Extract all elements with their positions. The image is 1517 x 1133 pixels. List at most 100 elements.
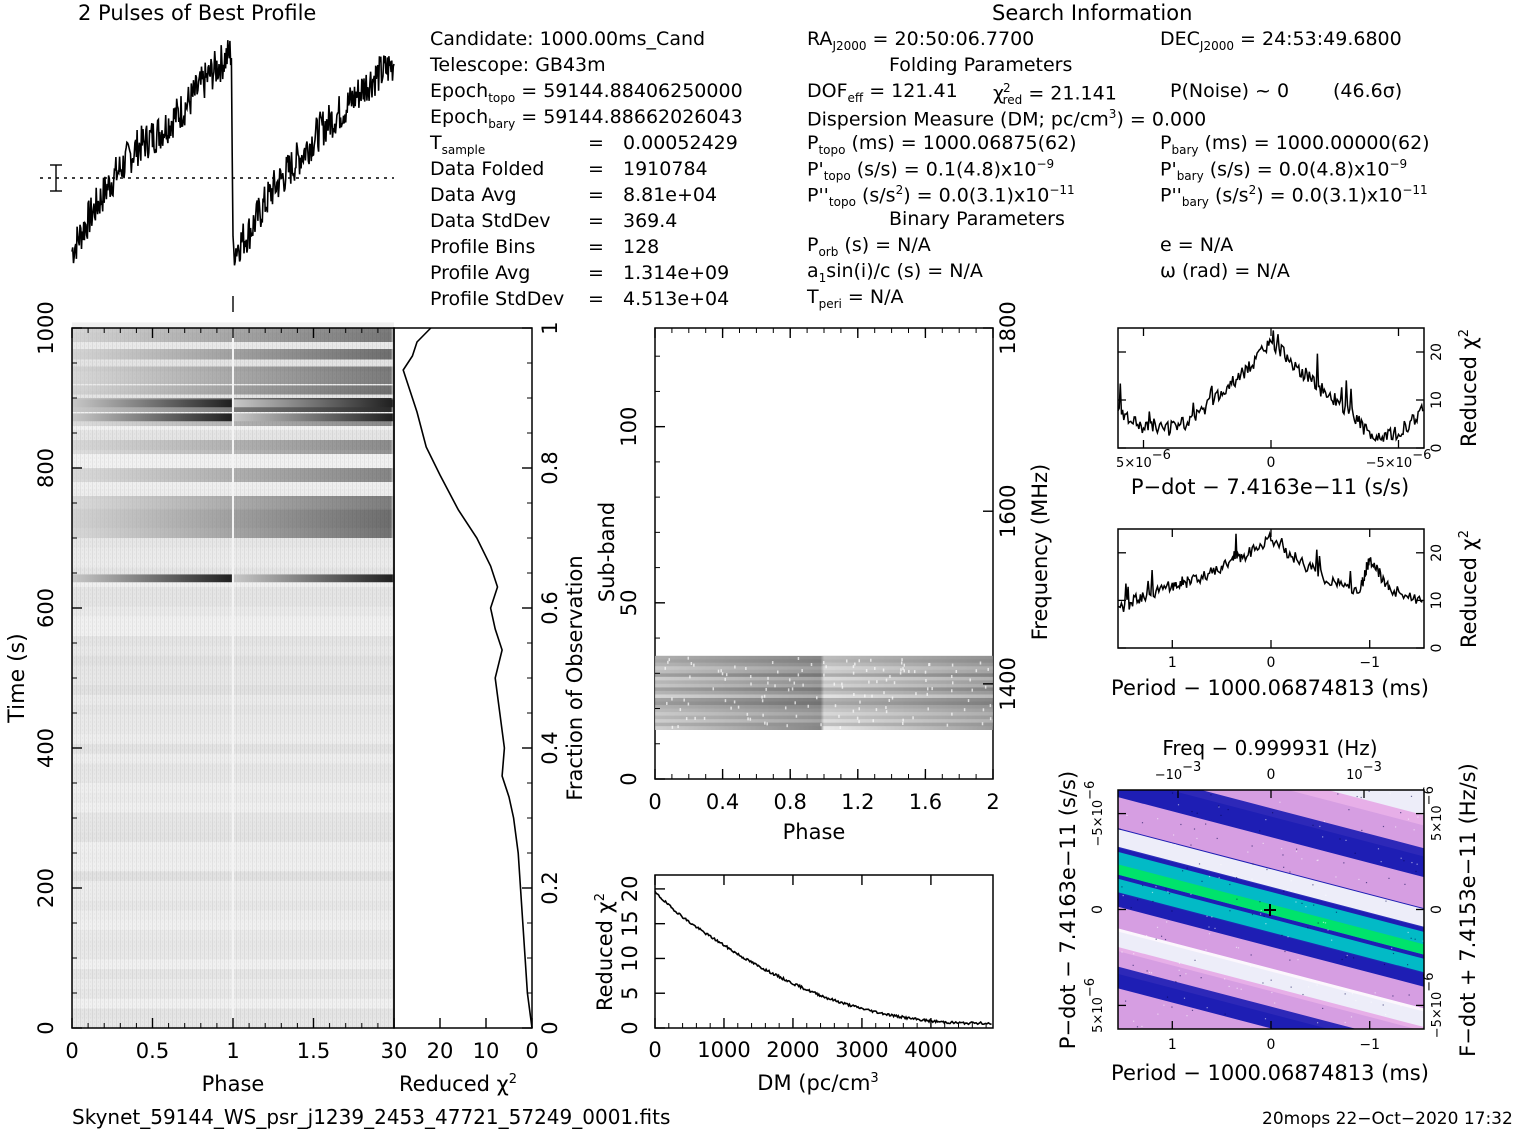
p-pdot-noise (1382, 825, 1385, 828)
subband-noise (925, 679, 927, 683)
tick-label: 5×10−6 (1083, 978, 1106, 1033)
p-pdot-noise (1312, 824, 1314, 826)
stat-equals: = (588, 262, 604, 284)
p-pdot-noise (1151, 891, 1154, 894)
subband-noise (875, 708, 878, 712)
subband-noise (683, 698, 685, 702)
subband-noise (687, 702, 690, 706)
subband-noise (868, 680, 870, 684)
subband-row (655, 683, 993, 688)
p-pdot-noise (1122, 894, 1124, 897)
p-pdot-noise (1282, 854, 1284, 856)
p-pdot-noise (1206, 1007, 1208, 1009)
subband-noise (865, 669, 868, 673)
pnoise-line: P(Noise) ~ 0 (1170, 80, 1290, 102)
p-pdot-noise (1410, 795, 1413, 797)
subband-row (655, 655, 993, 660)
subband-noise (795, 714, 798, 718)
subband-noise (951, 712, 953, 716)
stat-label: Data Avg (430, 184, 517, 206)
subband-noise (885, 678, 888, 682)
subband-noise (797, 673, 800, 677)
tick-label: 0 (1267, 767, 1276, 783)
p-pdot-noise (1124, 1000, 1127, 1002)
subband-noise (822, 660, 825, 664)
subband-noise (864, 694, 866, 698)
time-phase-dark-band (72, 399, 233, 408)
p-pdot-noise (1407, 931, 1409, 934)
p-pdot-noise (1185, 973, 1187, 975)
p-pdot-noise (1281, 847, 1283, 850)
tick-label: 0 (1429, 444, 1445, 453)
tick-label: 1000 (34, 301, 58, 354)
time-phase-dark-band (72, 413, 233, 422)
subband-noise (820, 723, 822, 727)
p-pdot-noise (1259, 901, 1261, 903)
p-pdot-noise (1164, 938, 1167, 941)
x-axis-label: Reduced χ2 (399, 1072, 517, 1096)
tick-label: 800 (34, 448, 58, 488)
y-axis-label: P−dot − 7.4163e−11 (s/s) (1056, 771, 1080, 1049)
p-pdot-noise (1323, 820, 1326, 822)
p-pdot-noise (1271, 812, 1274, 814)
footer-filename: Skynet_59144_WS_psr_j1239_2453_47721_572… (72, 1105, 671, 1129)
p-pdot-noise (1196, 959, 1198, 961)
subband-noise (668, 658, 671, 662)
p-pdot-noise (1287, 936, 1289, 938)
p-pdot-noise (1138, 934, 1140, 936)
subband-noise (807, 704, 810, 708)
p-pdot-band (1118, 906, 1424, 1029)
subband-noise (679, 708, 682, 712)
subband-noise (689, 675, 691, 679)
p-pdot-noise (1171, 910, 1173, 912)
tick-label: −10−3 (1155, 760, 1202, 783)
p-pdot-noise (1178, 969, 1180, 971)
p-pdot-band (1118, 854, 1424, 1023)
subband-noise (979, 661, 982, 665)
p-pdot-noise (1260, 909, 1262, 912)
subband-noise (816, 696, 818, 700)
tick-label: 0 (1090, 905, 1106, 914)
x-axis-label: Phase (783, 820, 846, 844)
tick-label: 0 (1267, 455, 1276, 471)
p-pdot-noise (1400, 857, 1402, 859)
subband-noise (771, 661, 774, 665)
subband-noise (852, 671, 855, 675)
stat-equals: = (588, 158, 604, 180)
p-pdot-noise (1417, 816, 1419, 818)
p-pdot-noise (1160, 935, 1163, 937)
tick-label: 0 (648, 1038, 661, 1062)
subband-noise (975, 669, 978, 673)
epoch-topo-line: Epochtopo = 59144.88406250000 (430, 80, 743, 105)
p-pdot-noise (1228, 985, 1230, 988)
p-pdot-noise (1142, 884, 1144, 887)
p-pdot-noise (1262, 982, 1264, 984)
tick-label: 0 (617, 772, 641, 785)
tick-label: 1000 (697, 1038, 750, 1062)
subband-noise (924, 670, 927, 674)
p-pdot-noise (1415, 870, 1417, 873)
subband-noise (987, 667, 989, 671)
p-pdot-best-marker (1264, 904, 1276, 916)
subband-noise (765, 687, 767, 691)
tick-label: 0 (1267, 1037, 1276, 1053)
tick-label: −5×10−6 (1083, 781, 1106, 847)
tick-label: 0 (1429, 644, 1445, 653)
p-pdot-noise (1350, 1016, 1353, 1018)
dof-line: DOFeff = 121.41 (807, 80, 958, 105)
p-pdot-noise (1227, 808, 1229, 811)
subband-row (655, 690, 993, 695)
p-pdot-noise (1191, 810, 1193, 813)
subband-noise (737, 705, 740, 709)
tick-label: 1.2 (841, 790, 874, 814)
tick-label: 4000 (904, 1038, 957, 1062)
subband-noise (900, 661, 903, 665)
time-phase-dark-band (233, 574, 394, 583)
p-pdot-noise (1190, 893, 1192, 895)
subband-noise (928, 663, 930, 667)
p-pdot-noise (1368, 909, 1370, 911)
p-pdot-noise (1404, 883, 1406, 885)
subband-noise (928, 662, 931, 666)
p-pdot-noise (1157, 818, 1159, 820)
subband-row (655, 680, 993, 684)
